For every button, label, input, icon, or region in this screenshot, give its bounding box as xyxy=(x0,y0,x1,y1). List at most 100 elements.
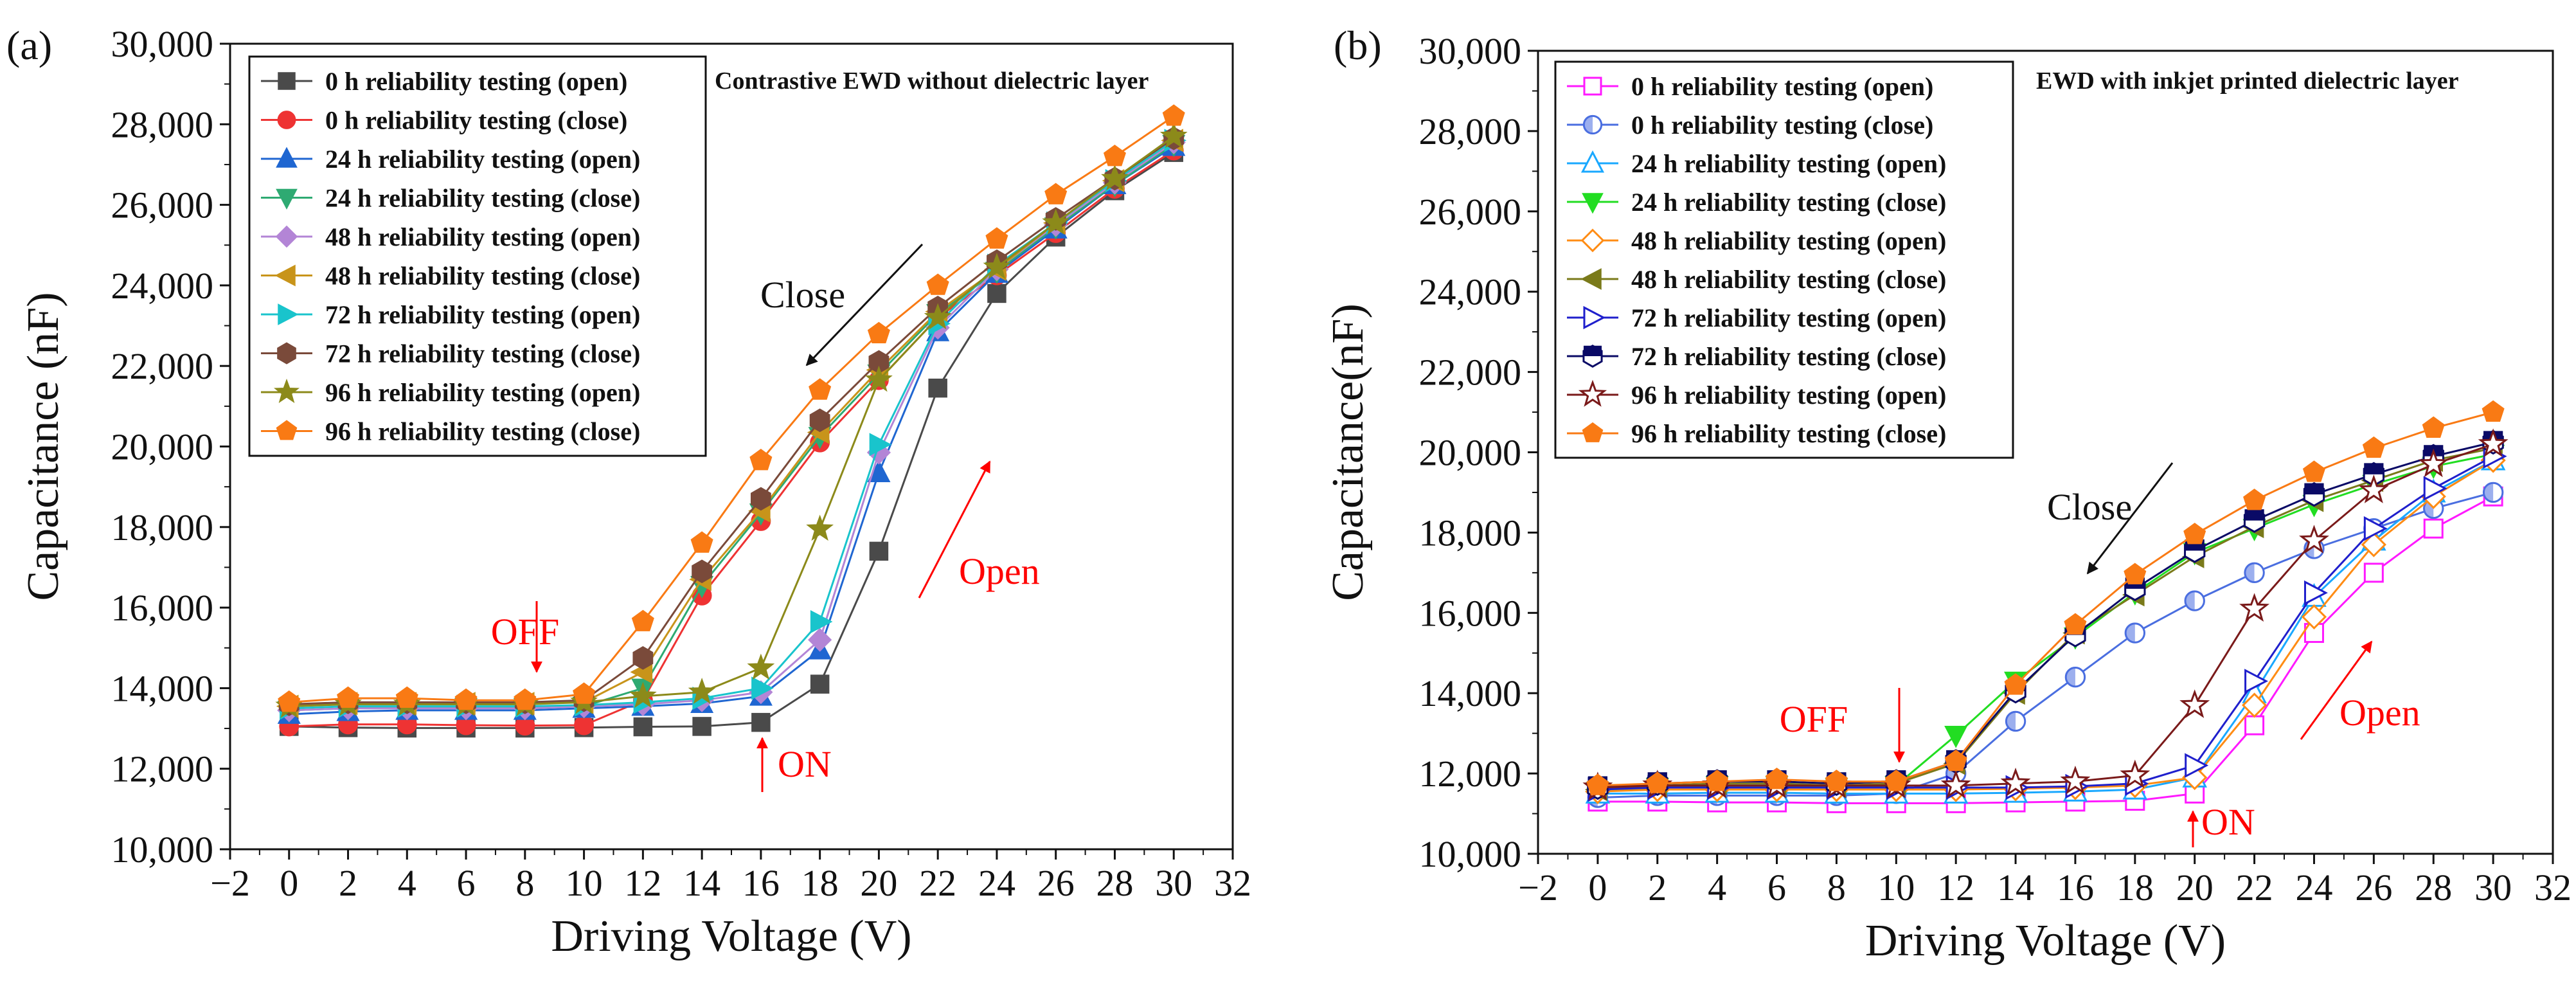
legend-item: 72 h reliability testing (open) xyxy=(1567,303,1946,332)
data-point xyxy=(750,487,771,511)
legend-item: 24 h reliability testing (open) xyxy=(261,145,640,174)
legend-item: 96 h reliability testing (open) xyxy=(261,378,640,407)
x-tick-label: 12 xyxy=(1937,867,1974,908)
legend-marker xyxy=(1580,228,1605,253)
series-line xyxy=(1597,411,2494,787)
data-point xyxy=(629,681,657,708)
data-point xyxy=(1944,749,1967,771)
data-point xyxy=(2418,448,2449,478)
open-arrow xyxy=(2300,640,2373,740)
legend-box xyxy=(248,55,707,457)
data-point xyxy=(983,253,1011,279)
x-axis: −2 0 2 4 6 8 10 12 14 16 18 20 22 24 26 28 30 32 xyxy=(1518,854,2572,908)
legend-item: 72 h reliability testing (open) xyxy=(261,300,640,329)
y-tick-label: 26,000 xyxy=(1419,191,1522,233)
data-point xyxy=(869,433,892,456)
series xyxy=(278,104,1185,712)
x-tick-label: −2 xyxy=(1518,867,1558,908)
data-point xyxy=(2184,590,2205,611)
data-point xyxy=(2064,667,2086,688)
panel-label: (a) xyxy=(6,23,52,68)
x-axis-title: Driving Voltage (V) xyxy=(1865,916,2226,966)
data-point xyxy=(926,273,949,295)
legend-label: 96 h reliability testing (close) xyxy=(325,417,640,446)
data-point xyxy=(2423,476,2447,501)
panel-note: Contrastive EWD without dielectric layer xyxy=(715,68,1149,95)
y-tick-label: 12,000 xyxy=(1419,753,1522,795)
legend-item: 48 h reliability testing (close) xyxy=(1567,265,1946,294)
legend-item: 72 h reliability testing (close) xyxy=(261,339,640,368)
series-line xyxy=(289,149,1175,728)
series-line xyxy=(289,145,1175,716)
y-tick-label: 28,000 xyxy=(1419,111,1522,152)
data-point xyxy=(2244,669,2269,694)
x-tick-label: 18 xyxy=(2116,867,2154,908)
series-line xyxy=(289,135,1175,708)
data-point xyxy=(987,284,1006,303)
close-arrow xyxy=(805,243,924,366)
y-tick-label: 16,000 xyxy=(111,587,214,629)
data-point xyxy=(2124,622,2146,644)
legend-item: 48 h reliability testing (open) xyxy=(1567,226,1946,255)
y-tick-label: 30,000 xyxy=(111,23,214,65)
data-point xyxy=(808,627,832,652)
data-point xyxy=(2303,580,2328,606)
legend-marker xyxy=(1582,114,1603,135)
data-point xyxy=(631,609,654,631)
data-point xyxy=(2183,523,2206,545)
legend-item: 96 h reliability testing (close) xyxy=(261,417,640,446)
data-point xyxy=(454,688,478,710)
y-tick-label: 20,000 xyxy=(111,426,214,468)
legend-marker xyxy=(274,264,296,287)
data-point xyxy=(2241,692,2267,718)
data-point xyxy=(2478,428,2509,457)
data-point xyxy=(2244,715,2265,735)
data-point xyxy=(337,686,360,708)
series-line xyxy=(1597,491,2494,799)
series-line xyxy=(1597,495,2494,804)
data-point xyxy=(2422,416,2445,438)
legend-item: 0 h reliability testing (open) xyxy=(1567,72,1933,101)
panel-note: EWD with inkjet printed dielectric layer xyxy=(2036,68,2459,95)
series-line xyxy=(1597,455,2494,791)
legend-item: 24 h reliability testing (close) xyxy=(1567,188,1946,217)
data-point xyxy=(867,321,890,343)
legend-label: 72 h reliability testing (close) xyxy=(325,339,640,368)
y-tick-label: 10,000 xyxy=(1419,833,1522,875)
panel-label: (b) xyxy=(1334,23,1382,68)
close-label: Close xyxy=(760,274,845,316)
data-point xyxy=(865,365,893,392)
data-point xyxy=(692,717,711,736)
legend-item: 96 h reliability testing (close) xyxy=(1567,419,1946,448)
x-tick-label: 14 xyxy=(1997,867,2034,908)
x-tick-label: 24 xyxy=(978,862,1015,904)
y-tick-label: 28,000 xyxy=(111,104,214,145)
data-point xyxy=(2124,563,2147,584)
legend-label: 96 h reliability testing (open) xyxy=(1631,381,1946,410)
panel-b: −2 0 2 4 6 8 10 12 14 16 18 20 22 24 26 28 30 3210,00012,… xyxy=(1323,23,2572,966)
x-tick-label: 14 xyxy=(683,862,720,904)
legend-item: 48 h reliability testing (close) xyxy=(261,262,640,291)
data-point xyxy=(1706,770,1729,791)
data-point xyxy=(928,378,947,398)
x-tick-label: 28 xyxy=(2415,867,2452,908)
data-point xyxy=(2064,613,2087,635)
legend-marker xyxy=(1580,150,1605,173)
data-point xyxy=(2362,436,2385,458)
legend-label: 96 h reliability testing (close) xyxy=(1631,419,1946,448)
x-tick-label: 10 xyxy=(1877,867,1915,908)
legend-marker xyxy=(1583,77,1602,96)
data-point xyxy=(869,541,889,561)
x-tick-label: 18 xyxy=(801,862,839,904)
x-tick-label: 22 xyxy=(2236,867,2273,908)
x-tick-label: 10 xyxy=(566,862,603,904)
data-point xyxy=(751,712,771,732)
series-group xyxy=(1582,400,2509,813)
x-tick-label: 24 xyxy=(2295,867,2332,908)
legend-marker xyxy=(275,225,298,248)
data-point xyxy=(2363,563,2384,583)
y-tick-label: 22,000 xyxy=(111,345,214,387)
legend-marker xyxy=(1582,422,1604,442)
data-point xyxy=(278,690,301,712)
legend-item: 0 h reliability testing (close) xyxy=(1567,111,1933,140)
